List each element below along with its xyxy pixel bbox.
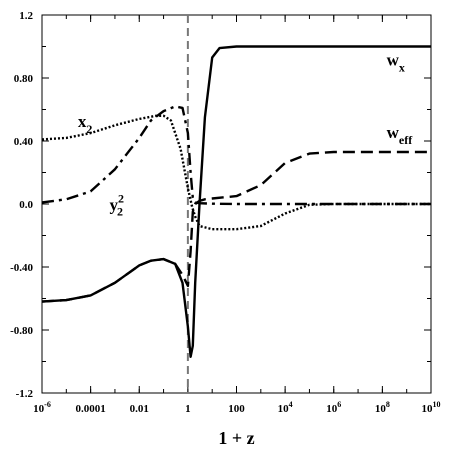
x-axis-title: 1 + z bbox=[218, 428, 254, 448]
y-tick-label: -0.80 bbox=[10, 325, 33, 337]
label-weff: weff bbox=[387, 123, 414, 147]
label-x2: x2 bbox=[78, 112, 93, 136]
label-wx: wx bbox=[387, 50, 405, 74]
label-y22: y2 2 bbox=[110, 191, 125, 218]
x-tick-label: 106 bbox=[326, 400, 341, 415]
y-tick-label: 0.40 bbox=[14, 136, 34, 148]
series-y22-line bbox=[41, 105, 431, 206]
x-tick-label: 0.01 bbox=[130, 403, 149, 415]
series-weff-line bbox=[41, 150, 431, 303]
y-tick-label: -1.2 bbox=[16, 388, 34, 400]
y-tick-label: 1.2 bbox=[19, 10, 33, 22]
series-wx-line bbox=[41, 45, 431, 358]
y-tick-label: 0.0 bbox=[19, 199, 33, 211]
y-tick-label: -0.40 bbox=[10, 262, 33, 274]
series-x2-line bbox=[41, 114, 431, 231]
x-tick-label: 100 bbox=[228, 403, 245, 415]
x-tick-label: 10-6 bbox=[33, 400, 51, 415]
x-tick-label: 0.0001 bbox=[76, 403, 106, 415]
x-tick-label: 1 bbox=[185, 403, 191, 415]
x-tick-label: 104 bbox=[278, 400, 293, 415]
x-tick-label: 108 bbox=[375, 400, 390, 415]
y-tick-label: 0.80 bbox=[14, 73, 34, 85]
x-tick-label: 1010 bbox=[422, 400, 441, 415]
plot-area: 1.2 0.80 0.40 0.0 -0.40 -0.80 -1.210-6 0.0001 0.… bbox=[10, 10, 440, 415]
